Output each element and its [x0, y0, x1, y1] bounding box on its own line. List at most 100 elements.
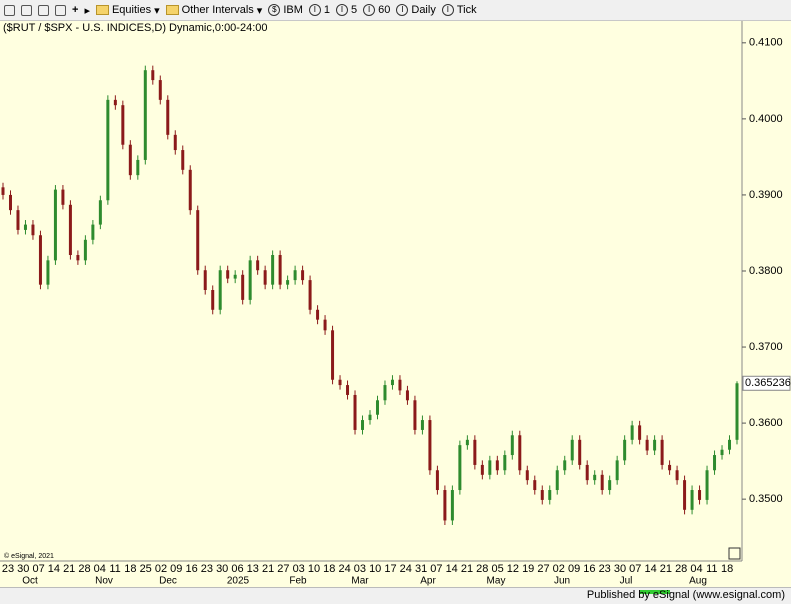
month-label: Dec: [159, 576, 177, 587]
button[interactable]: I Tick: [441, 4, 477, 16]
x-tick-label: 17: [384, 563, 396, 575]
candle-body: [1, 187, 5, 195]
candle-body: [181, 150, 185, 170]
month-label: Aug: [689, 576, 707, 587]
candle-body: [188, 169, 192, 211]
label: Other Intervals: [181, 4, 254, 16]
candle-body: [480, 464, 484, 475]
candle-body: [173, 134, 177, 151]
add-button[interactable]: +: [72, 4, 79, 16]
x-tick-label: 30: [17, 563, 29, 575]
candle-body: [338, 379, 342, 386]
candle-body: [728, 439, 732, 450]
candle-body: [121, 105, 125, 145]
x-tick-label: 19: [522, 563, 534, 575]
x-tick-label: 14: [48, 563, 60, 575]
candle-body: [518, 435, 522, 471]
dropdown[interactable]: Equities ▾: [95, 4, 160, 17]
candle-body: [23, 224, 27, 230]
candle-body: [555, 470, 559, 491]
x-tick-label: 18: [721, 563, 733, 575]
candle-body: [525, 470, 529, 481]
candle-body: [248, 260, 252, 300]
button[interactable]: I 60: [363, 4, 390, 16]
candle-body: [450, 490, 454, 521]
candle-body: [623, 439, 627, 461]
candle-body: [196, 210, 200, 271]
icon-button[interactable]: [38, 4, 49, 16]
indicator: [640, 590, 670, 594]
x-tick-label: 28: [78, 563, 90, 575]
x-tick-label: 21: [660, 563, 672, 575]
candle-body: [660, 439, 664, 465]
x-tick-label: 02: [155, 563, 167, 575]
candle-body: [563, 460, 567, 471]
chart: ($RUT / $SPX - U.S. INDICES,D) Dynamic,0…: [0, 21, 791, 587]
candle-body: [645, 439, 649, 451]
x-tick-label: 04: [690, 563, 702, 575]
candle-body: [53, 189, 57, 261]
menu-button[interactable]: ▸: [84, 4, 90, 17]
candle-body: [361, 420, 365, 430]
candle-body: [398, 379, 402, 391]
month-label: Jun: [554, 576, 570, 587]
candle-body: [293, 270, 297, 281]
candle-body: [375, 400, 379, 415]
x-tick-label: 24: [338, 563, 350, 575]
candle-body: [353, 394, 357, 430]
candle-body: [668, 464, 672, 471]
candle-body: [136, 159, 140, 176]
scroll-button[interactable]: [728, 547, 741, 560]
label: Equities: [111, 4, 152, 16]
candle-body: [390, 379, 394, 386]
candle-body: [331, 330, 335, 380]
y-tick-label: 0.4100: [749, 37, 783, 49]
candle-body: [600, 474, 604, 491]
label: 1: [323, 4, 330, 16]
x-tick-label: 07: [430, 563, 442, 575]
x-tick-label: 04: [94, 563, 106, 575]
candle-body: [61, 189, 65, 205]
label: IBM: [283, 4, 303, 16]
background: [0, 21, 791, 587]
x-tick-label: 21: [63, 563, 75, 575]
icon-button[interactable]: [55, 4, 66, 16]
candle-body: [443, 490, 447, 521]
candle-body: [435, 470, 439, 491]
candle-body: [218, 270, 222, 310]
candle-body: [113, 99, 117, 106]
x-tick-label: 16: [185, 563, 197, 575]
x-tick-label: 07: [32, 563, 44, 575]
candle-body: [16, 210, 20, 230]
candle-body: [158, 80, 162, 100]
candle-body: [533, 480, 537, 491]
month-label: Nov: [95, 576, 113, 587]
icon-button[interactable]: [4, 4, 15, 16]
candle-body: [465, 439, 469, 446]
candle-body: [735, 383, 739, 440]
candle-body: [31, 224, 35, 236]
candle-body: [473, 439, 477, 465]
x-tick-label: 30: [614, 563, 626, 575]
month-label: Mar: [351, 576, 369, 587]
label: 60: [378, 4, 391, 16]
button[interactable]: $ IBM: [268, 4, 303, 16]
icon-button[interactable]: [21, 4, 32, 16]
candle-body: [653, 439, 657, 451]
button[interactable]: I Daily: [396, 4, 436, 16]
candle-body: [271, 255, 275, 285]
candle-body: [203, 270, 207, 290]
x-tick-label: 07: [629, 563, 641, 575]
status-bar: Published by eSignal (www.esignal.com): [0, 587, 791, 604]
dropdown[interactable]: Other Intervals ▾: [165, 4, 262, 17]
x-tick-label: 11: [706, 563, 717, 575]
candle-body: [68, 204, 72, 256]
candle-body: [226, 270, 230, 279]
x-tick-label: 31: [415, 563, 427, 575]
candle-body: [301, 270, 305, 281]
x-tick-label: 09: [170, 563, 182, 575]
